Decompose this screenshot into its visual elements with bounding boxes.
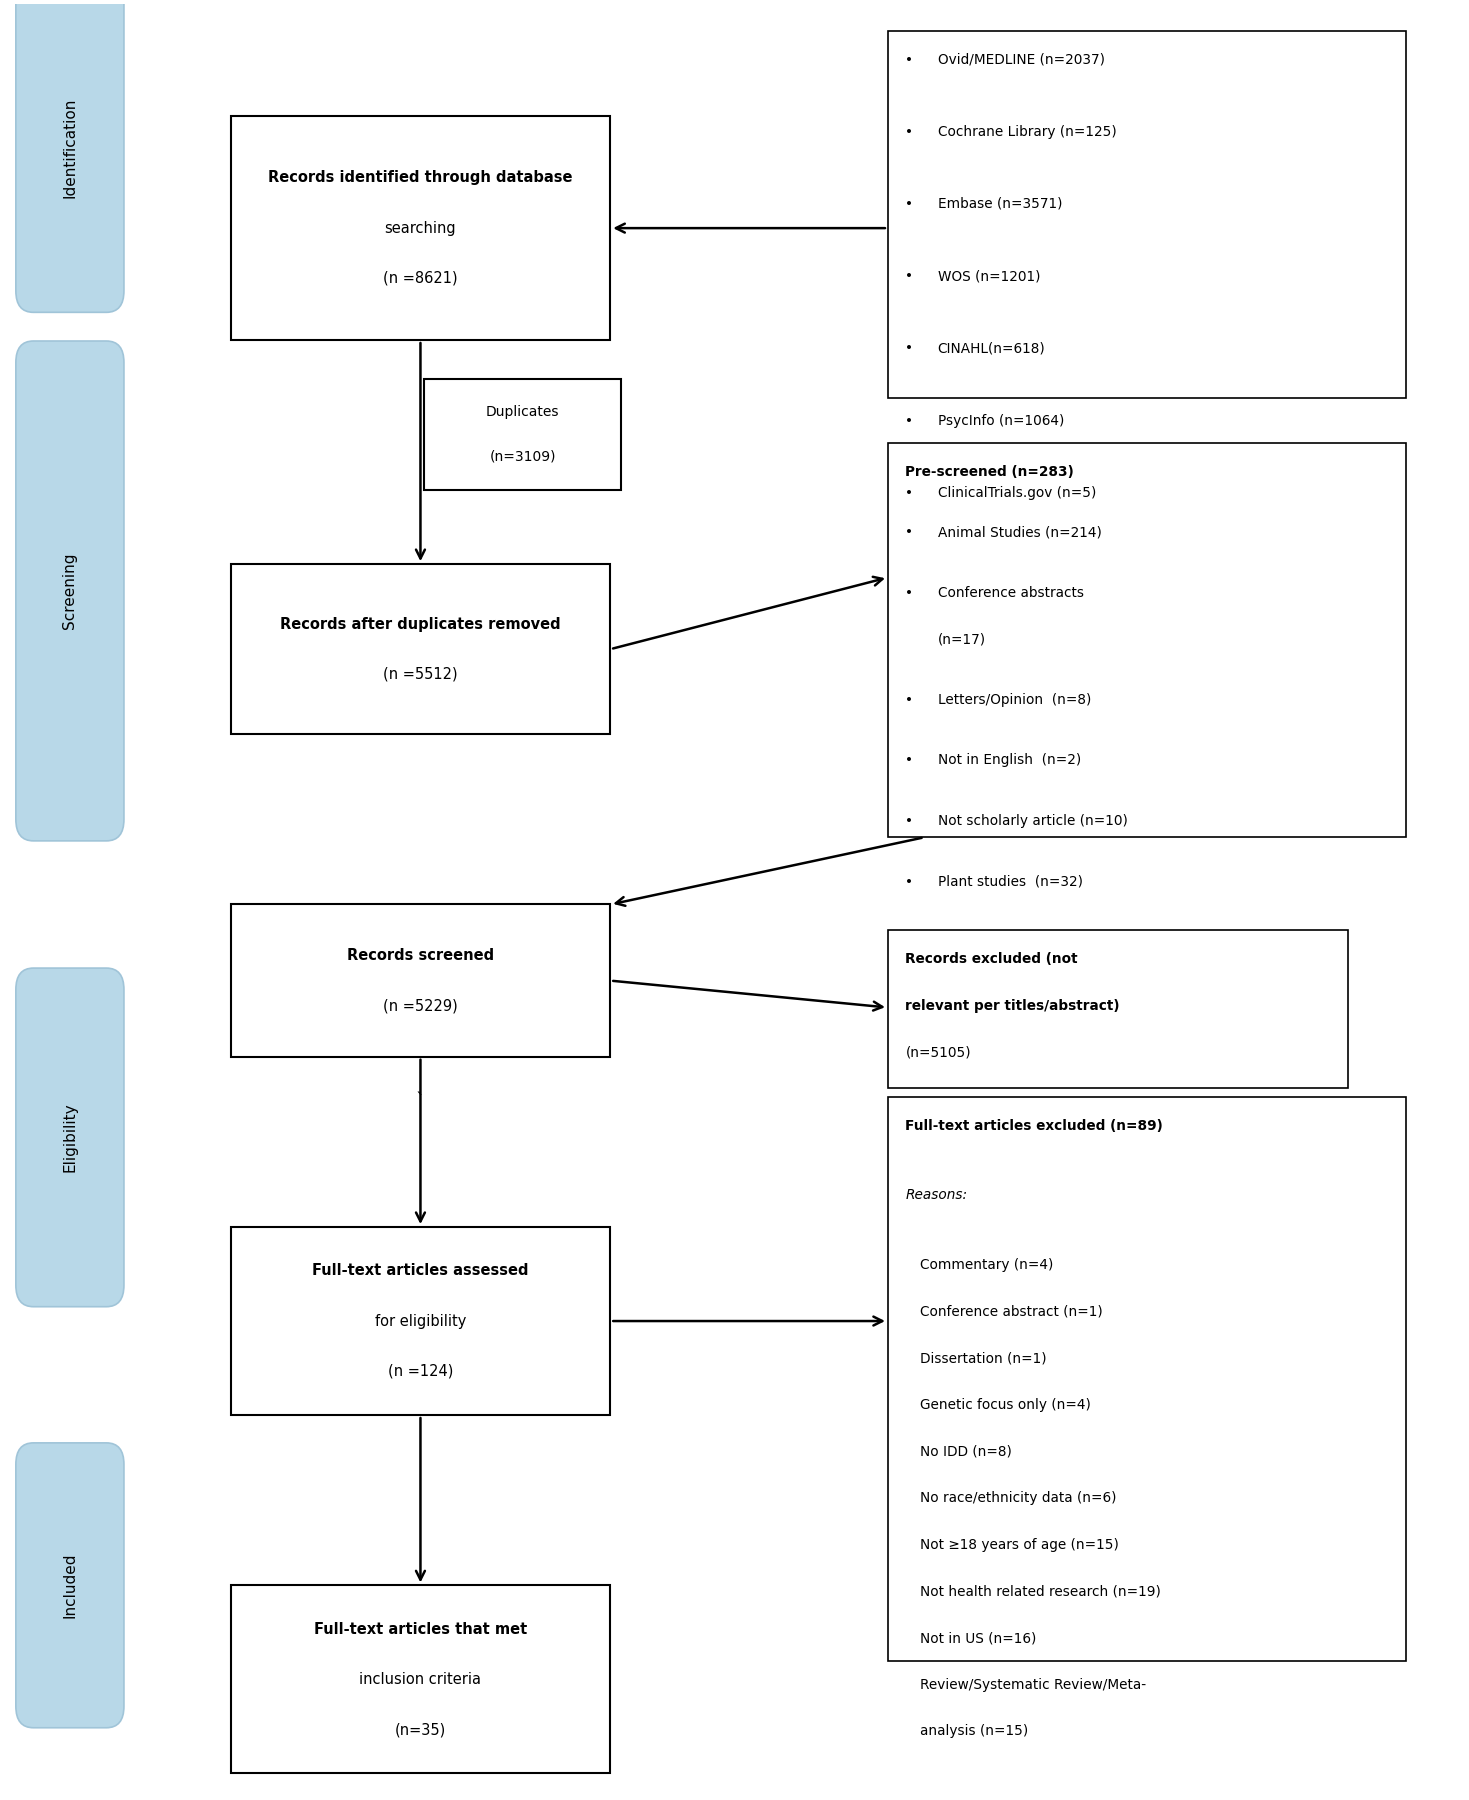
Text: Animal Studies (n=214): Animal Studies (n=214) — [937, 526, 1102, 540]
Bar — [425, 378, 621, 490]
Text: Records after duplicates removed: Records after duplicates removed — [281, 617, 561, 632]
Text: Letters/Opinion  (n=8): Letters/Opinion (n=8) — [937, 693, 1091, 707]
Text: •: • — [905, 875, 914, 889]
Text: Commentary (n=4): Commentary (n=4) — [920, 1258, 1053, 1273]
Bar — [231, 904, 610, 1057]
Text: ClinicalTrials.gov (n=5): ClinicalTrials.gov (n=5) — [937, 486, 1096, 500]
FancyBboxPatch shape — [16, 0, 123, 313]
Text: (n=3109): (n=3109) — [489, 450, 555, 464]
Text: •: • — [905, 754, 914, 767]
Bar — [231, 1228, 610, 1415]
Text: Not in US (n=16): Not in US (n=16) — [920, 1631, 1037, 1645]
Text: PsycInfo (n=1064): PsycInfo (n=1064) — [937, 414, 1064, 428]
FancyBboxPatch shape — [16, 340, 123, 841]
Text: (n =8621): (n =8621) — [383, 270, 458, 286]
Text: Records identified through database: Records identified through database — [269, 171, 573, 185]
Text: (n=17): (n=17) — [937, 632, 986, 646]
Text: •: • — [905, 52, 914, 67]
Bar — [887, 1096, 1406, 1661]
FancyBboxPatch shape — [16, 1444, 123, 1728]
Text: Records excluded (not: Records excluded (not — [905, 952, 1078, 967]
Text: No race/ethnicity data (n=6): No race/ethnicity data (n=6) — [920, 1490, 1116, 1505]
Text: inclusion criteria: inclusion criteria — [360, 1672, 482, 1687]
Text: Not ≥18 years of age (n=15): Not ≥18 years of age (n=15) — [920, 1537, 1119, 1552]
Text: •: • — [905, 414, 914, 428]
Text: Conference abstract (n=1): Conference abstract (n=1) — [920, 1305, 1103, 1319]
Bar — [887, 31, 1406, 398]
Text: CINAHL(n=618): CINAHL(n=618) — [937, 342, 1046, 355]
Text: Full-text articles assessed: Full-text articles assessed — [313, 1264, 529, 1278]
Text: •: • — [905, 270, 914, 283]
Text: Not scholarly article (n=10): Not scholarly article (n=10) — [937, 814, 1127, 828]
Bar — [231, 117, 610, 340]
Text: Full-text articles excluded (n=89): Full-text articles excluded (n=89) — [905, 1118, 1163, 1132]
FancyBboxPatch shape — [16, 968, 123, 1307]
Text: WOS (n=1201): WOS (n=1201) — [937, 270, 1040, 283]
Text: •: • — [905, 693, 914, 707]
Bar — [887, 443, 1406, 837]
Text: Ovid/MEDLINE (n=2037): Ovid/MEDLINE (n=2037) — [937, 52, 1105, 67]
Text: Full-text articles that met: Full-text articles that met — [314, 1622, 527, 1636]
Text: (n =5229): (n =5229) — [383, 999, 458, 1013]
Text: Not health related research (n=19): Not health related research (n=19) — [920, 1584, 1161, 1598]
Text: (n =124): (n =124) — [388, 1364, 452, 1379]
Text: Identification: Identification — [62, 97, 78, 198]
Text: Screening: Screening — [62, 553, 78, 630]
Text: (n=5105): (n=5105) — [905, 1046, 971, 1058]
Text: •: • — [905, 124, 914, 139]
Text: Genetic focus only (n=4): Genetic focus only (n=4) — [920, 1399, 1091, 1411]
Bar — [231, 1586, 610, 1773]
Text: Records screened: Records screened — [347, 949, 494, 963]
Text: Dissertation (n=1): Dissertation (n=1) — [920, 1352, 1046, 1366]
Text: for eligibility: for eligibility — [375, 1314, 466, 1328]
Text: Conference abstracts: Conference abstracts — [937, 585, 1084, 599]
Bar — [887, 931, 1349, 1089]
Text: Pre-screened (n=283): Pre-screened (n=283) — [905, 464, 1074, 479]
Text: Embase (n=3571): Embase (n=3571) — [937, 196, 1062, 211]
Text: Included: Included — [62, 1553, 78, 1618]
Text: analysis (n=15): analysis (n=15) — [920, 1724, 1028, 1739]
Text: •: • — [905, 486, 914, 500]
Text: •: • — [905, 526, 914, 540]
Text: Not in English  (n=2): Not in English (n=2) — [937, 754, 1081, 767]
Text: (n=35): (n=35) — [395, 1723, 447, 1737]
Text: (n =5512): (n =5512) — [383, 666, 458, 682]
Text: Cochrane Library (n=125): Cochrane Library (n=125) — [937, 124, 1116, 139]
Text: •: • — [905, 814, 914, 828]
Text: No IDD (n=8): No IDD (n=8) — [920, 1445, 1012, 1458]
Text: •: • — [905, 585, 914, 599]
Text: `: ` — [416, 1091, 425, 1109]
Text: Plant studies  (n=32): Plant studies (n=32) — [937, 875, 1083, 889]
Text: Reasons:: Reasons: — [905, 1188, 968, 1202]
Text: Review/Systematic Review/Meta-: Review/Systematic Review/Meta- — [920, 1678, 1146, 1692]
Text: Duplicates: Duplicates — [486, 405, 560, 419]
Text: Eligibility: Eligibility — [62, 1103, 78, 1172]
Text: •: • — [905, 342, 914, 355]
Bar — [231, 563, 610, 734]
Text: •: • — [905, 196, 914, 211]
Text: relevant per titles/abstract): relevant per titles/abstract) — [905, 999, 1119, 1013]
Text: searching: searching — [385, 221, 457, 236]
